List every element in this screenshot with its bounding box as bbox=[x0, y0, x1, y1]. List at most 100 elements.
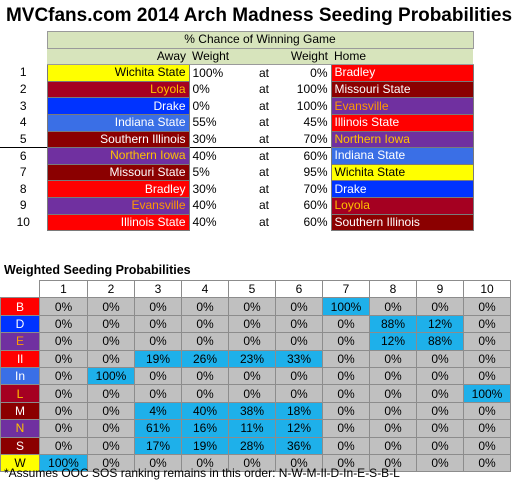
seed-probability-cell: 0% bbox=[322, 314, 370, 334]
seed-row: B 0% 0% 0% 0% 0% 0% 100% 0% 0% 0% bbox=[0, 297, 511, 316]
game-number: 6 bbox=[0, 147, 47, 165]
home-weight: 60% bbox=[284, 147, 331, 165]
seed-probability-cell: 0% bbox=[275, 314, 323, 334]
home-team: Loyola bbox=[330, 196, 474, 215]
seed-row: M 0% 0% 4% 40% 38% 18% 0% 0% 0% 0% bbox=[0, 401, 511, 421]
seed-probability-cell: 19% bbox=[181, 436, 229, 455]
seed-probability-cell: 0% bbox=[369, 401, 417, 421]
win-chance-header: % Chance of Winning Game bbox=[46, 31, 474, 49]
away-weight: 30% bbox=[192, 181, 217, 196]
seeding-table-title: Weighted Seeding Probabilities bbox=[4, 263, 191, 277]
at-label: at bbox=[258, 98, 269, 113]
seed-probability-cell: 0% bbox=[228, 453, 276, 473]
seed-column-header: 3 bbox=[134, 279, 182, 299]
seed-probability-cell: 0% bbox=[322, 401, 370, 421]
away-weight: 100% bbox=[192, 65, 224, 80]
seed-probability-cell: 36% bbox=[275, 436, 323, 455]
seed-probability-cell: 16% bbox=[181, 419, 229, 438]
seed-probability-cell: 0% bbox=[181, 453, 229, 473]
seed-row: W 100% 0% 0% 0% 0% 0% 0% 0% 0% 0% bbox=[0, 453, 511, 473]
seed-probability-cell: 100% bbox=[463, 384, 511, 403]
seed-probability-cell: 0% bbox=[39, 314, 88, 334]
team-abbrev-label: B bbox=[0, 297, 40, 316]
seed-row: S 0% 0% 17% 19% 28% 36% 0% 0% 0% 0% bbox=[0, 436, 511, 455]
at-label: at bbox=[258, 115, 269, 130]
seed-probability-cell: 0% bbox=[87, 419, 135, 438]
seed-row: In 0% 100% 0% 0% 0% 0% 0% 0% 0% 0% bbox=[0, 366, 511, 386]
seed-probability-cell: 0% bbox=[275, 332, 323, 351]
seed-row: E 0% 0% 0% 0% 0% 0% 0% 12% 88% 0% bbox=[0, 332, 511, 351]
seed-header-row: 1 2 3 4 5 6 7 8 9 10 bbox=[0, 279, 511, 299]
home-weight: 0% bbox=[310, 65, 328, 80]
at-label: at bbox=[244, 147, 284, 165]
seed-probability-cell: 0% bbox=[416, 453, 464, 473]
home-weight: 95% bbox=[303, 165, 328, 180]
seed-probability-cell: 0% bbox=[463, 453, 511, 473]
seed-probability-cell: 0% bbox=[416, 436, 464, 455]
seed-probability-cell: 0% bbox=[134, 384, 182, 403]
seed-probability-cell: 61% bbox=[134, 419, 182, 438]
home-team: Missouri State bbox=[330, 80, 474, 99]
team-abbrev-label: D bbox=[0, 314, 40, 334]
seed-probability-cell: 0% bbox=[87, 384, 135, 403]
seed-probability-cell: 0% bbox=[416, 349, 464, 368]
home-team: Evansville bbox=[330, 97, 474, 115]
seed-probability-cell: 0% bbox=[87, 401, 135, 421]
seed-probability-cell: 0% bbox=[39, 297, 88, 316]
game-number: 8 bbox=[19, 181, 27, 196]
seed-probability-cell: 0% bbox=[134, 332, 182, 351]
seed-probability-cell: 0% bbox=[134, 297, 182, 316]
seed-probability-cell: 0% bbox=[416, 419, 464, 438]
away-weight: 40% bbox=[189, 147, 244, 165]
seed-probability-cell: 0% bbox=[416, 366, 464, 386]
home-weight: 70% bbox=[303, 181, 328, 196]
away-team: Evansville bbox=[46, 196, 190, 215]
home-team: Bradley bbox=[330, 64, 474, 82]
team-abbrev-label: L bbox=[0, 384, 40, 403]
seed-row: L 0% 0% 0% 0% 0% 0% 0% 0% 0% 100% bbox=[0, 384, 511, 403]
away-team: Indiana State bbox=[46, 113, 190, 132]
seed-probability-cell: 0% bbox=[322, 384, 370, 403]
seed-probability-cell: 0% bbox=[39, 366, 88, 386]
away-column-header: Away bbox=[47, 48, 189, 66]
seed-probability-cell: 0% bbox=[369, 453, 417, 473]
seed-probability-cell: 0% bbox=[463, 401, 511, 421]
seed-column-header: 1 bbox=[39, 279, 88, 299]
home-team: Drake bbox=[330, 180, 474, 198]
seed-probability-cell: 0% bbox=[322, 366, 370, 386]
seed-column-header: 9 bbox=[416, 279, 464, 299]
seed-probability-cell: 0% bbox=[369, 366, 417, 386]
at-label: at bbox=[258, 214, 269, 229]
seed-probability-cell: 33% bbox=[275, 349, 323, 368]
seed-probability-cell: 0% bbox=[134, 314, 182, 334]
seed-probability-cell: 100% bbox=[322, 297, 370, 316]
game-row: 9 Evansville 40% at 60% Loyola bbox=[0, 196, 474, 215]
home-weight: 45% bbox=[303, 115, 328, 130]
home-weight: 70% bbox=[303, 131, 328, 146]
seed-probability-cell: 12% bbox=[369, 332, 417, 351]
seed-probability-cell: 18% bbox=[275, 401, 323, 421]
team-abbrev-label: N bbox=[0, 419, 40, 438]
home-weight: 100% bbox=[296, 82, 328, 97]
home-weight: 100% bbox=[296, 98, 328, 113]
seed-probability-cell: 0% bbox=[228, 366, 276, 386]
seed-probability-cell: 0% bbox=[463, 419, 511, 438]
seed-column-header: 8 bbox=[369, 279, 417, 299]
seed-probability-cell: 0% bbox=[369, 297, 417, 316]
away-weight: 30% bbox=[192, 131, 217, 146]
at-label: at bbox=[258, 131, 269, 146]
team-abbrev-label: E bbox=[0, 332, 40, 351]
home-team: Wichita State bbox=[330, 163, 474, 182]
seed-probability-cell: 0% bbox=[87, 436, 135, 455]
away-team: Wichita State bbox=[46, 64, 190, 82]
seed-column-header: 4 bbox=[181, 279, 229, 299]
seed-probability-cell: 0% bbox=[87, 297, 135, 316]
game-row: 5 Southern Illinois 30% at 70% Northern Iowa bbox=[0, 130, 474, 149]
game-row: 7 Missouri State 5% at 95% Wichita State bbox=[0, 163, 474, 182]
seed-probability-cell: 0% bbox=[228, 384, 276, 403]
home-team: Indiana State bbox=[330, 147, 474, 165]
at-label: at bbox=[258, 198, 269, 213]
game-number: 4 bbox=[19, 115, 27, 130]
game-row: 2 Loyola 0% at 100% Missouri State bbox=[0, 80, 474, 99]
seed-probability-cell: 0% bbox=[181, 297, 229, 316]
